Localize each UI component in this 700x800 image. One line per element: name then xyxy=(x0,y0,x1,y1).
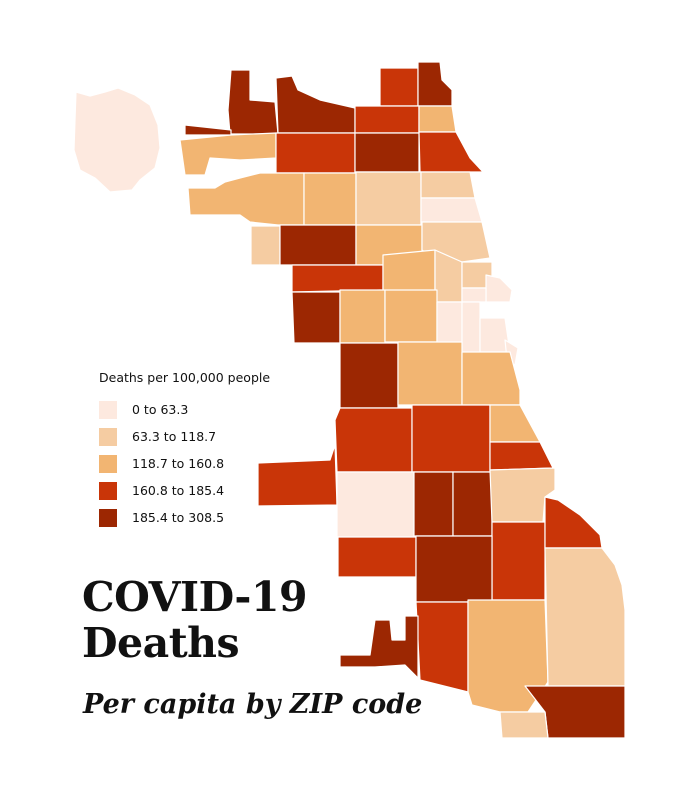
legend-item: 185.4 to 308.5 xyxy=(99,504,299,531)
zip-area xyxy=(227,69,279,135)
zip-area xyxy=(275,132,356,174)
zip-area xyxy=(461,301,481,356)
zip-area xyxy=(336,471,415,538)
zip-area xyxy=(355,171,422,226)
zip-area xyxy=(73,87,161,193)
zip-area xyxy=(420,171,476,199)
legend-item: 160.8 to 185.4 xyxy=(99,477,299,504)
zip-area xyxy=(179,132,277,176)
zip-area xyxy=(544,547,626,687)
legend-label: 118.7 to 160.8 xyxy=(132,456,225,471)
zip-area xyxy=(452,471,493,537)
zip-area xyxy=(384,289,438,343)
zip-area xyxy=(418,131,484,173)
legend-item: 0 to 63.3 xyxy=(99,396,299,423)
zip-area xyxy=(485,274,513,303)
legend: Deaths per 100,000 people 0 to 63.3 63.3… xyxy=(99,370,299,531)
zip-area xyxy=(461,287,487,303)
zip-area xyxy=(354,132,420,173)
legend-swatch xyxy=(99,481,117,500)
zip-area xyxy=(417,61,453,107)
zip-area xyxy=(339,289,386,344)
legend-swatch xyxy=(99,508,117,527)
zip-area xyxy=(339,615,419,679)
zip-area xyxy=(413,471,454,537)
zip-area xyxy=(544,496,603,549)
zip-area xyxy=(489,404,541,443)
zip-area xyxy=(184,124,232,136)
zip-area xyxy=(334,407,413,473)
map-subtitle: Per capita by ZIP code xyxy=(83,689,423,720)
zip-area xyxy=(279,224,357,266)
legend-label: 0 to 63.3 xyxy=(132,402,189,417)
zip-area xyxy=(524,685,626,739)
legend-item: 63.3 to 118.7 xyxy=(99,423,299,450)
zip-area xyxy=(354,105,420,134)
zip-area xyxy=(337,536,417,578)
legend-label: 185.4 to 308.5 xyxy=(132,510,225,525)
zip-area xyxy=(420,197,483,223)
zip-area xyxy=(397,341,463,406)
zip-area xyxy=(379,67,419,107)
zip-area xyxy=(411,404,491,473)
map-title: COVID-19 Deaths xyxy=(82,573,308,667)
zip-area xyxy=(339,342,399,409)
legend-swatch xyxy=(99,427,117,446)
legend-label: 160.8 to 185.4 xyxy=(132,483,225,498)
legend-item: 118.7 to 160.8 xyxy=(99,450,299,477)
zip-area xyxy=(291,291,341,344)
zip-area xyxy=(291,264,384,293)
zip-area xyxy=(499,711,549,739)
zip-area xyxy=(303,172,357,226)
zip-area xyxy=(461,351,521,406)
legend-title: Deaths per 100,000 people xyxy=(99,370,271,385)
zip-area xyxy=(415,535,493,603)
zip-area xyxy=(491,521,546,601)
zip-area xyxy=(418,105,457,133)
title-line-2: Deaths xyxy=(82,619,240,667)
zip-area xyxy=(415,601,469,693)
zip-area xyxy=(250,225,281,266)
title-line-1: COVID-19 xyxy=(82,573,308,621)
zip-area xyxy=(187,172,305,226)
zip-area xyxy=(275,75,356,134)
legend-label: 63.3 to 118.7 xyxy=(132,429,217,444)
zip-area xyxy=(489,441,554,471)
legend-swatch xyxy=(99,454,117,473)
legend-swatch xyxy=(99,400,117,419)
zip-area xyxy=(257,444,338,507)
